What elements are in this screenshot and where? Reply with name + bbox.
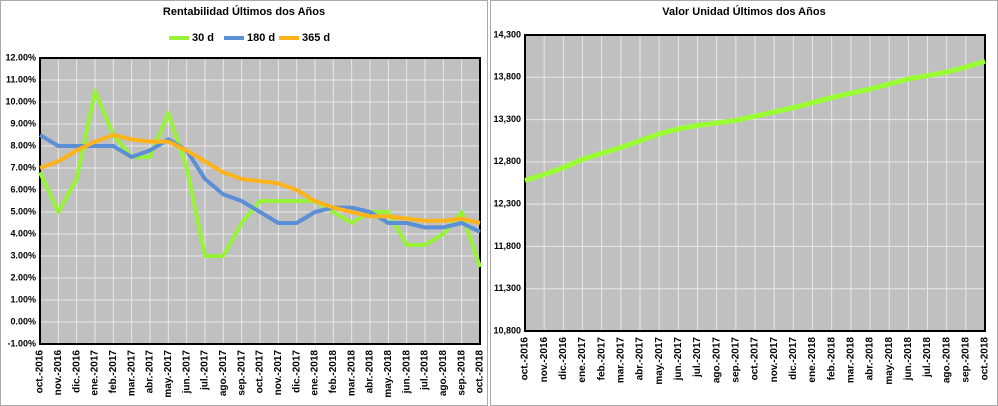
x-tick-label: nov.-2017	[769, 337, 780, 383]
y-tick-label: 4.00%	[10, 228, 36, 238]
x-tick-label: jul.-2018	[922, 337, 933, 378]
x-tick-label: sep.-2018	[960, 337, 971, 383]
y-tick-label: 12,800	[493, 156, 521, 166]
x-tick-label: jun.-2018	[903, 337, 914, 382]
plot-border	[39, 57, 481, 345]
x-tick-label: may.-2017	[163, 350, 174, 398]
x-tick-label: may.-2017	[654, 337, 665, 385]
x-tick-label: dic.-2017	[788, 337, 799, 380]
x-tick-label: mar.-2017	[126, 350, 137, 397]
legend-label: 180 d	[247, 32, 275, 44]
x-tick-label: may.-2018	[884, 337, 895, 385]
x-tick-label: mar.-2018	[845, 337, 856, 384]
y-tick-label: 1.00%	[10, 294, 36, 304]
y-tick-label: 11,300	[494, 283, 521, 293]
x-tick-label: dic.-2016	[558, 337, 569, 380]
x-tick-label: sep.-2018	[456, 350, 467, 396]
y-tick-label: 13,800	[493, 72, 521, 82]
legend-label: 365 d	[302, 32, 330, 44]
y-tick-label: 2.00%	[10, 272, 36, 282]
x-tick-label: dic.-2016	[71, 350, 82, 393]
x-tick-label: oct.-2017	[750, 337, 761, 381]
x-tick-label: jun.-2018	[401, 350, 412, 395]
x-tick-label: oct.-2016	[35, 350, 46, 394]
x-tick-label: feb.-2017	[596, 337, 607, 381]
x-tick-label: sep.-2017	[730, 337, 741, 383]
data-line	[524, 58, 986, 183]
x-tick-label: feb.-2017	[108, 350, 119, 394]
x-tick-label: mar.-2018	[346, 350, 357, 397]
y-tick-label: 5.00%	[10, 206, 36, 216]
y-tick-label: 8.00%	[10, 140, 36, 150]
x-tick-label: jun.-2017	[673, 337, 684, 382]
x-tick-label: feb.-2018	[826, 337, 837, 381]
data-line	[38, 133, 481, 234]
y-tick-label: 10.00%	[5, 96, 36, 106]
data-line	[39, 133, 481, 225]
chart-title: Rentabilidad Últimos dos Años	[163, 5, 325, 18]
x-tick-label: jul.-2018	[420, 350, 431, 391]
y-tick-label: -1.00%	[7, 338, 36, 348]
x-tick-label: ago.-2017	[218, 350, 229, 397]
y-tick-label: 11,800	[494, 241, 521, 251]
x-tick-label: ago.-2018	[941, 337, 952, 384]
y-tick-label: 13,300	[493, 114, 521, 124]
y-tick-label: 3.00%	[10, 250, 36, 260]
plot-border	[524, 34, 986, 332]
x-tick-label: nov.-2016	[53, 350, 64, 396]
x-tick-label: ene.-2017	[577, 337, 588, 383]
x-tick-label: abr.-2017	[145, 350, 156, 394]
x-tick-label: sep.-2017	[236, 350, 247, 396]
x-tick-label: abr.-2018	[865, 337, 876, 381]
x-tick-label: feb.-2018	[328, 350, 339, 394]
y-tick-label: 11.00%	[6, 74, 36, 84]
x-tick-label: oct.-2017	[255, 350, 266, 394]
x-tick-label: oct.-2018	[475, 350, 486, 394]
x-tick-label: ago.-2018	[438, 350, 449, 397]
x-tick-label: oct.-2018	[980, 337, 991, 381]
x-tick-label: may.-2018	[383, 350, 394, 398]
x-tick-label: nov.-2017	[273, 350, 284, 396]
x-tick-label: abr.-2017	[635, 337, 646, 381]
legend-label: 30 d	[192, 32, 214, 44]
x-tick-label: nov.-2016	[539, 337, 550, 383]
chart-title: Valor Unidad Últimos dos Años	[662, 5, 825, 18]
x-tick-label: dic.-2017	[291, 350, 302, 393]
x-tick-label: ene.-2018	[807, 337, 818, 383]
x-tick-label: ago.-2017	[711, 337, 722, 384]
y-tick-label: 9.00%	[10, 118, 36, 128]
y-tick-label: 12,300	[493, 199, 521, 209]
x-tick-label: jul.-2017	[692, 337, 703, 378]
y-tick-label: 0.00%	[10, 316, 36, 326]
x-tick-label: oct.-2016	[520, 337, 531, 381]
x-tick-label: abr.-2018	[365, 350, 376, 394]
x-tick-label: mar.-2017	[615, 337, 626, 384]
x-tick-label: jul.-2017	[200, 350, 211, 391]
x-tick-label: ene.-2018	[310, 350, 321, 396]
y-tick-label: 14,300	[493, 29, 521, 39]
x-tick-label: jun.-2017	[181, 350, 192, 395]
y-tick-label: 12.00%	[5, 52, 36, 62]
x-tick-label: ene.-2017	[90, 350, 101, 396]
y-tick-label: 10,800	[493, 325, 521, 335]
y-tick-label: 6.00%	[10, 184, 36, 194]
y-tick-label: 7.00%	[10, 162, 36, 172]
